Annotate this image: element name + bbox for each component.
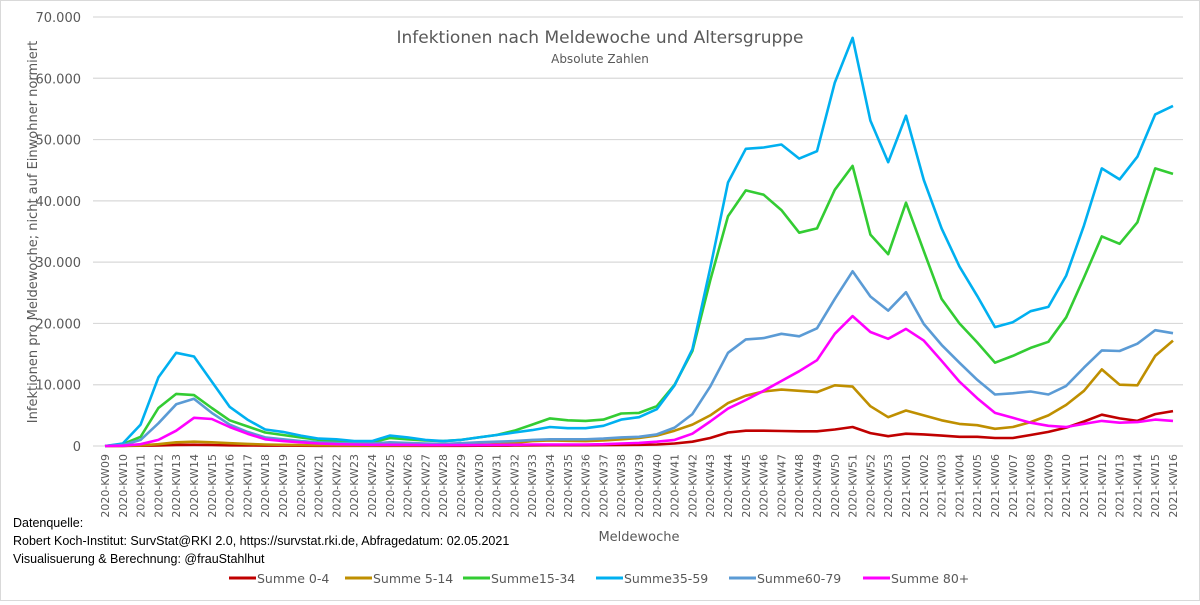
legend-label: Summe15-34 — [491, 571, 575, 586]
x-tick-label: 2021-KW04 — [953, 454, 966, 518]
y-axis-tick-labels: 0 10.000 20.000 30.000 40.000 50.000 60.000 70.… — [36, 11, 82, 455]
x-tick-label: 2020-KW09 — [99, 454, 112, 518]
x-tick-label: 2021-KW10 — [1060, 454, 1073, 518]
y-tick-label: 20.000 — [36, 317, 82, 332]
source-label: Datenquelle: — [13, 516, 84, 530]
x-tick-label: 2020-KW25 — [384, 454, 397, 518]
x-tick-label: 2020-KW45 — [740, 454, 753, 518]
x-tick-label: 2020-KW12 — [152, 454, 165, 518]
x-tick-label: 2020-KW26 — [402, 454, 415, 518]
x-tick-label: 2020-KW34 — [544, 454, 557, 518]
x-axis-tick-labels: 2020-KW09 2020-KW10 2020-KW11 2020-KW12 2020… — [99, 454, 1180, 518]
legend-item: Summe15-34 — [463, 571, 575, 586]
y-tick-label: 50.000 — [36, 134, 82, 149]
series-line-summe60-79 — [104, 269, 1174, 448]
x-tick-label: 2021-KW03 — [936, 454, 949, 518]
x-tick-label: 2020-KW35 — [562, 454, 575, 518]
x-tick-label: 2020-KW21 — [313, 454, 326, 518]
y-tick-label: 30.000 — [36, 256, 82, 271]
series-lines — [104, 36, 1174, 448]
x-tick-label: 2021-KW07 — [1007, 454, 1020, 518]
x-tick-label: 2020-KW38 — [615, 454, 628, 518]
x-tick-label: 2020-KW33 — [526, 454, 539, 518]
x-tick-label: 2021-KW05 — [971, 454, 984, 518]
x-tick-label: 2020-KW47 — [775, 454, 788, 518]
x-tick-label: 2020-KW53 — [882, 454, 895, 518]
x-tick-label: 2020-KW32 — [508, 454, 521, 518]
x-tick-label: 2020-KW37 — [597, 454, 610, 518]
x-tick-label: 2020-KW41 — [669, 454, 682, 518]
x-axis-title: Meldewoche — [598, 530, 679, 545]
legend-label: Summe35-59 — [624, 571, 708, 586]
source-text: Robert Koch-Institut: SurvStat@RKI 2.0, … — [13, 534, 510, 548]
legend-item: Summe35-59 — [596, 571, 708, 586]
legend-item: Summe 5-14 — [345, 571, 453, 586]
x-tick-label: 2020-KW22 — [330, 454, 343, 518]
legend: Summe 0-4 Summe 5-14 Summe15-34 Summe35-59 S… — [229, 571, 969, 586]
x-tick-label: 2020-KW30 — [473, 454, 486, 518]
legend-item: Summe 80+ — [863, 571, 969, 586]
series-line-summe15-34 — [104, 164, 1174, 448]
x-tick-label: 2020-KW36 — [580, 454, 593, 518]
x-tick-label: 2020-KW13 — [170, 454, 183, 518]
legend-label: Summe 5-14 — [373, 571, 453, 586]
x-tick-label: 2020-KW49 — [811, 454, 824, 518]
x-tick-label: 2020-KW17 — [241, 454, 254, 518]
x-tick-label: 2021-KW11 — [1078, 454, 1091, 518]
x-tick-label: 2020-KW48 — [793, 454, 806, 518]
x-tick-label: 2020-KW24 — [366, 454, 379, 518]
x-tick-label: 2020-KW39 — [633, 454, 646, 518]
y-axis-title: Infektionen pro Meldewoche; nicht auf Ei… — [26, 41, 41, 423]
x-tick-label: 2020-KW50 — [829, 454, 842, 518]
x-tick-label: 2021-KW13 — [1114, 454, 1127, 518]
x-tick-label: 2021-KW15 — [1149, 454, 1162, 518]
x-tick-label: 2020-KW16 — [224, 454, 237, 518]
legend-label: Summe60-79 — [757, 571, 841, 586]
x-tick-label: 2020-KW52 — [864, 454, 877, 518]
x-tick-label: 2020-KW15 — [206, 454, 219, 518]
credit-text: Visualisuerung & Berechnung: @frauStahlh… — [13, 552, 265, 566]
x-tick-label: 2020-KW29 — [455, 454, 468, 518]
x-tick-label: 2020-KW27 — [419, 454, 432, 518]
x-tick-label: 2020-KW31 — [491, 454, 504, 518]
x-tick-label: 2020-KW51 — [847, 454, 860, 518]
x-tick-label: 2021-KW14 — [1131, 454, 1144, 518]
x-tick-label: 2020-KW44 — [722, 454, 735, 518]
legend-item: Summe60-79 — [729, 571, 841, 586]
y-tick-label: 60.000 — [36, 72, 82, 87]
y-tick-label: 10.000 — [36, 379, 82, 394]
x-tick-label: 2021-KW16 — [1167, 454, 1180, 518]
y-tick-label: 40.000 — [36, 195, 82, 210]
x-tick-label: 2021-KW12 — [1096, 454, 1109, 518]
x-tick-label: 2020-KW23 — [348, 454, 361, 518]
gridlines — [93, 16, 1183, 447]
x-tick-label: 2021-KW02 — [918, 454, 931, 518]
x-tick-label: 2020-KW20 — [295, 454, 308, 518]
x-tick-label: 2021-KW06 — [989, 454, 1002, 518]
series-line-summe80+ — [104, 314, 1174, 448]
x-tick-label: 2020-KW18 — [259, 454, 272, 518]
x-tick-label: 2020-KW40 — [651, 454, 664, 518]
x-tick-label: 2020-KW42 — [686, 454, 699, 518]
x-tick-label: 2020-KW43 — [704, 454, 717, 518]
x-tick-label: 2021-KW01 — [900, 454, 913, 518]
legend-item: Summe 0-4 — [229, 571, 329, 586]
chart-subtitle: Absolute Zahlen — [551, 52, 649, 66]
x-tick-label: 2020-KW19 — [277, 454, 290, 518]
x-tick-label: 2020-KW28 — [437, 454, 450, 518]
x-tick-label: 2021-KW08 — [1025, 454, 1038, 518]
x-tick-label: 2020-KW14 — [188, 454, 201, 518]
x-tick-label: 2020-KW10 — [117, 454, 130, 518]
chart-title: Infektionen nach Meldewoche und Altersgr… — [396, 28, 803, 48]
x-tick-label: 2020-KW11 — [135, 454, 148, 518]
x-tick-label: 2020-KW46 — [758, 454, 771, 518]
y-tick-label: 70.000 — [36, 11, 82, 26]
legend-label: Summe 80+ — [891, 571, 969, 586]
y-tick-label: 0 — [73, 440, 81, 455]
series-line-summe35-59 — [104, 36, 1174, 448]
x-tick-label: 2021-KW09 — [1042, 454, 1055, 518]
legend-label: Summe 0-4 — [257, 571, 329, 586]
